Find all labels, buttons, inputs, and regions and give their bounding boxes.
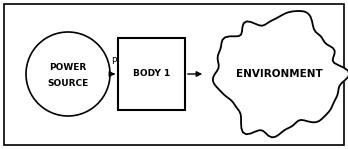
Text: POWER: POWER xyxy=(49,63,87,73)
Polygon shape xyxy=(213,11,348,137)
Bar xyxy=(118,38,185,110)
Text: BODY 1: BODY 1 xyxy=(133,69,170,79)
Text: SOURCE: SOURCE xyxy=(47,80,89,89)
Circle shape xyxy=(26,32,110,116)
Text: ENVIRONMENT: ENVIRONMENT xyxy=(236,69,322,79)
Text: P: P xyxy=(111,58,117,66)
